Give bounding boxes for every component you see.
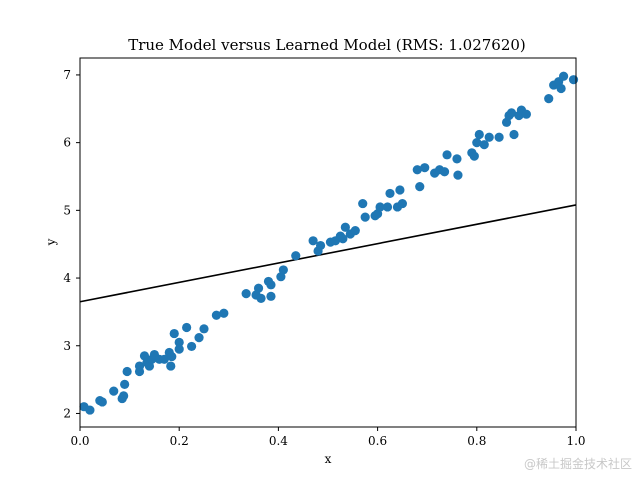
data-point [291,251,301,261]
data-point [395,185,405,195]
x-axis: 0.0 0.2 0.4 0.6 0.8 1.0 [70,427,586,448]
data-point [169,328,179,339]
data-point [278,265,288,275]
data-point [415,182,425,192]
data-point [199,324,209,334]
chart-title: True Model versus Learned Model (RMS: 1.… [128,36,526,54]
data-point [119,391,129,401]
data-point [412,165,422,175]
y-tick-label: 3 [63,339,71,353]
data-point [253,283,264,293]
data-point [509,129,519,140]
y-tick-label: 7 [63,68,71,82]
data-point [506,108,517,118]
y-tick-label: 6 [63,136,71,150]
x-tick-label: 0.0 [70,434,89,448]
data-point [442,150,452,160]
y-tick-label: 5 [63,203,71,217]
data-point [266,291,276,301]
data-point [219,308,229,318]
data-point [134,361,145,371]
learned-model-line [79,204,577,303]
x-tick-label: 0.6 [368,434,387,448]
data-point [568,75,579,85]
y-tick-label: 4 [63,271,71,285]
data-point [122,366,132,377]
data-point [182,322,192,333]
x-tick-label: 0.8 [467,434,486,448]
x-tick-label: 0.4 [269,434,288,448]
points-layer [79,71,579,415]
data-point [375,202,385,212]
data-point [494,132,504,142]
x-tick-label: 0.2 [170,434,189,448]
data-point [256,293,266,303]
data-point [85,405,95,415]
data-point [397,198,407,209]
data-point [120,379,130,389]
data-point [544,94,554,104]
x-axis-label: x [325,452,332,466]
data-point [241,289,251,299]
data-point [174,337,184,347]
data-point [308,236,318,246]
data-point [452,154,462,164]
y-axis-label: y [44,238,58,246]
data-point [382,202,393,212]
data-point [159,354,169,364]
data-point [556,83,566,94]
data-point [360,212,370,222]
data-point [484,132,494,142]
data-point [211,310,221,320]
data-point [385,188,395,199]
data-point [479,140,489,150]
data-point [439,167,450,177]
watermark: @稀土掘金技术社区 [523,457,632,471]
data-point [109,386,119,396]
data-point [187,341,197,352]
data-point [358,198,368,209]
y-axis: 2 3 4 5 6 7 [63,68,80,420]
y-tick-label: 2 [63,406,71,420]
data-point [472,138,482,148]
data-point [174,344,184,354]
data-point [469,151,479,161]
data-point [453,170,463,180]
data-point [474,129,484,140]
plot-frame [79,57,577,428]
data-point [338,234,348,244]
data-point [340,222,350,232]
data-point [266,280,276,290]
line-layer [79,204,577,303]
data-point [166,361,176,371]
data-point [420,163,430,173]
data-point [521,109,532,119]
data-point [350,226,360,236]
data-point [194,333,204,343]
data-point [559,71,569,81]
data-point [315,240,326,251]
data-point [97,397,107,407]
data-point [167,351,177,362]
x-tick-label: 1.0 [566,434,585,448]
